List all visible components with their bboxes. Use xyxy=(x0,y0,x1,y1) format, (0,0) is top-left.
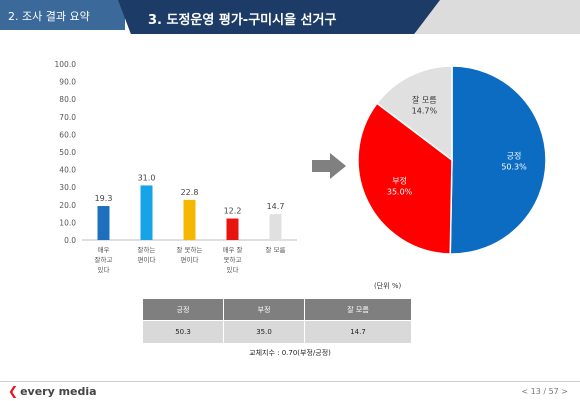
brand-logo: ❮ every media xyxy=(8,384,97,398)
summary-header-positive: 긍정 xyxy=(141,298,225,321)
pie-slice-name: 잘 모름 xyxy=(412,95,437,104)
bar xyxy=(269,214,282,240)
summary-header-unknown: 잘 모름 xyxy=(304,298,412,321)
x-category-label: 있다 xyxy=(98,265,110,274)
summary-header-row: 긍정 부정 잘 모름 xyxy=(141,298,412,321)
y-tick-label: 90.0 xyxy=(59,78,76,87)
replacement-index-note: 교체지수 : 0.70(부정/긍정) xyxy=(249,349,331,357)
arrow-shape xyxy=(312,153,346,179)
y-tick-label: 70.0 xyxy=(59,113,76,122)
pie-chart: 긍정 50.3% 부정 35.0% 잘 모름 14.7% xyxy=(357,65,547,255)
header-banner: 3. 도정운영 평가-구미시을 선거구 xyxy=(118,0,440,34)
unit-label: (단위 %) xyxy=(374,282,402,290)
section-title: 2. 조사 결과 요약 xyxy=(8,10,90,23)
y-tick-label: 60.0 xyxy=(59,130,76,139)
x-category-label: 매우 잘 xyxy=(222,246,242,254)
summary-table: 긍정 부정 잘 모름 50.3 35.0 14.7 xyxy=(141,298,412,344)
summary-header-negative: 부정 xyxy=(223,298,306,321)
bar-value-label: 19.3 xyxy=(95,194,113,203)
page-indicator: < 13 / 57 > xyxy=(521,387,568,396)
logo-text: every media xyxy=(20,385,97,398)
x-category-label: 잘하고 xyxy=(95,255,113,264)
pie-slice-name: 긍정 xyxy=(507,151,522,161)
x-category-label: 있다 xyxy=(227,265,239,274)
section-tab: 2. 조사 결과 요약 xyxy=(0,0,125,30)
pie-slice xyxy=(357,102,453,255)
y-tick-label: 30.0 xyxy=(59,183,76,192)
x-category-label: 잘 못하는 xyxy=(177,245,203,254)
y-tick-label: 100.0 xyxy=(55,60,77,69)
footer-divider xyxy=(0,381,580,382)
pie-slice xyxy=(449,65,547,255)
y-tick-label: 0.0 xyxy=(64,236,76,245)
pie-slice-value: 14.7% xyxy=(412,106,438,115)
bar xyxy=(183,199,196,240)
bar-value-label: 22.8 xyxy=(181,188,199,197)
y-tick-label: 50.0 xyxy=(59,148,76,157)
summary-value-row: 50.3 35.0 14.7 xyxy=(141,320,412,344)
logo-mark-icon: ❮ xyxy=(8,384,19,398)
pie-slice-value: 35.0% xyxy=(387,187,413,196)
x-category-label: 매우 xyxy=(98,246,110,254)
bar-chart: 0.0 10.0 20.0 30.0 40.0 50.0 60.0 70.0 80.0 90.0 1… xyxy=(55,60,297,274)
bar xyxy=(140,185,153,240)
bar xyxy=(226,218,239,240)
x-category-label: 잘하는 xyxy=(138,245,156,254)
page-title: 3. 도정운영 평가-구미시을 선거구 xyxy=(148,13,337,28)
x-category-label: 편이다 xyxy=(138,255,156,264)
y-tick-label: 10.0 xyxy=(59,218,76,227)
x-category-label: 편이다 xyxy=(181,255,199,264)
bar-value-label: 31.0 xyxy=(138,173,156,182)
summary-value-unknown: 14.7 xyxy=(304,320,412,344)
x-category-label: 잘 모름 xyxy=(265,246,285,254)
arrow-right-icon xyxy=(312,153,346,179)
summary-value-negative: 35.0 xyxy=(223,320,306,344)
y-tick-label: 80.0 xyxy=(59,95,76,104)
bar xyxy=(97,206,110,240)
pie-slice-name: 부정 xyxy=(392,175,407,185)
y-tick-label: 40.0 xyxy=(59,166,76,175)
pie-slice xyxy=(375,65,453,162)
x-category-label: 못하고 xyxy=(224,255,242,264)
pie-slice-value: 50.3% xyxy=(501,163,527,172)
summary-value-positive: 50.3 xyxy=(141,320,225,344)
bar-value-label: 14.7 xyxy=(267,202,285,211)
header-tail-decoration xyxy=(415,0,580,34)
bar-value-label: 12.2 xyxy=(224,207,242,216)
y-tick-label: 20.0 xyxy=(59,201,76,210)
